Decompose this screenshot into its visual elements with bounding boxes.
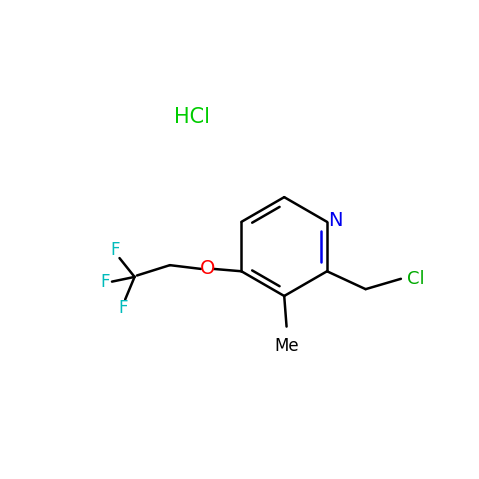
Text: HCl: HCl <box>174 107 210 127</box>
Text: Me: Me <box>274 337 299 355</box>
Text: F: F <box>101 273 110 291</box>
Text: N: N <box>328 211 343 230</box>
Text: F: F <box>118 298 127 317</box>
Text: O: O <box>200 260 215 278</box>
Text: Cl: Cl <box>407 270 424 288</box>
Text: F: F <box>110 241 120 259</box>
